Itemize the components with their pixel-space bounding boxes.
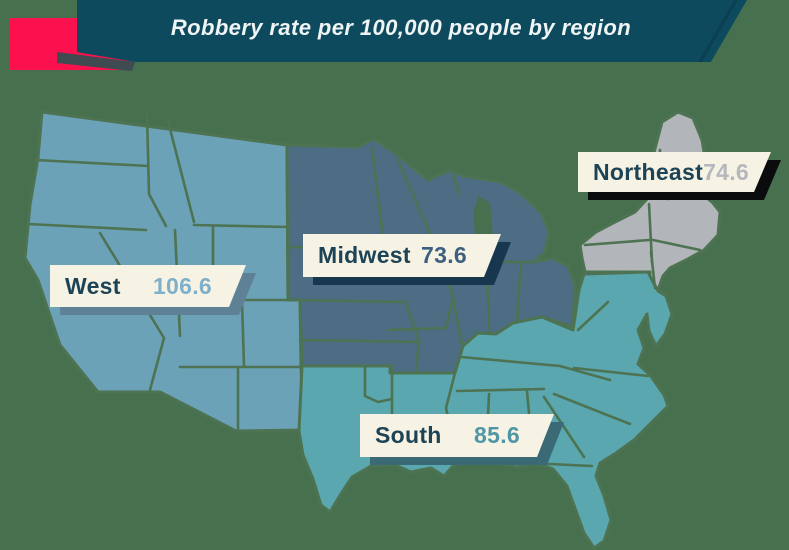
region-value: 74.6 (703, 158, 750, 185)
region-northeast-shape (578, 110, 722, 292)
region-south-shape (297, 270, 674, 550)
region-label-northeast: Northeast 74.6 (578, 152, 771, 192)
region-shapes (23, 110, 722, 550)
region-name: South (375, 422, 442, 448)
region-label-west: West 106.6 (50, 265, 246, 307)
label-box: South 85.6 (360, 414, 554, 457)
label-box: Midwest 73.6 (303, 234, 501, 277)
region-label-midwest: Midwest 73.6 (303, 234, 501, 277)
region-value: 73.6 (421, 242, 467, 268)
region-value: 85.6 (474, 422, 520, 448)
region-name: Northeast (593, 158, 704, 185)
label-box: Northeast 74.6 (578, 152, 771, 192)
region-value: 106.6 (152, 272, 212, 299)
region-name: Midwest (318, 242, 411, 268)
chart-title: Robbery rate per 100,000 people by regio… (170, 15, 632, 40)
label-box: West 106.6 (50, 265, 246, 307)
region-name: West (65, 272, 121, 299)
title-banner (77, 0, 747, 62)
region-label-south: South 85.6 (360, 414, 554, 457)
